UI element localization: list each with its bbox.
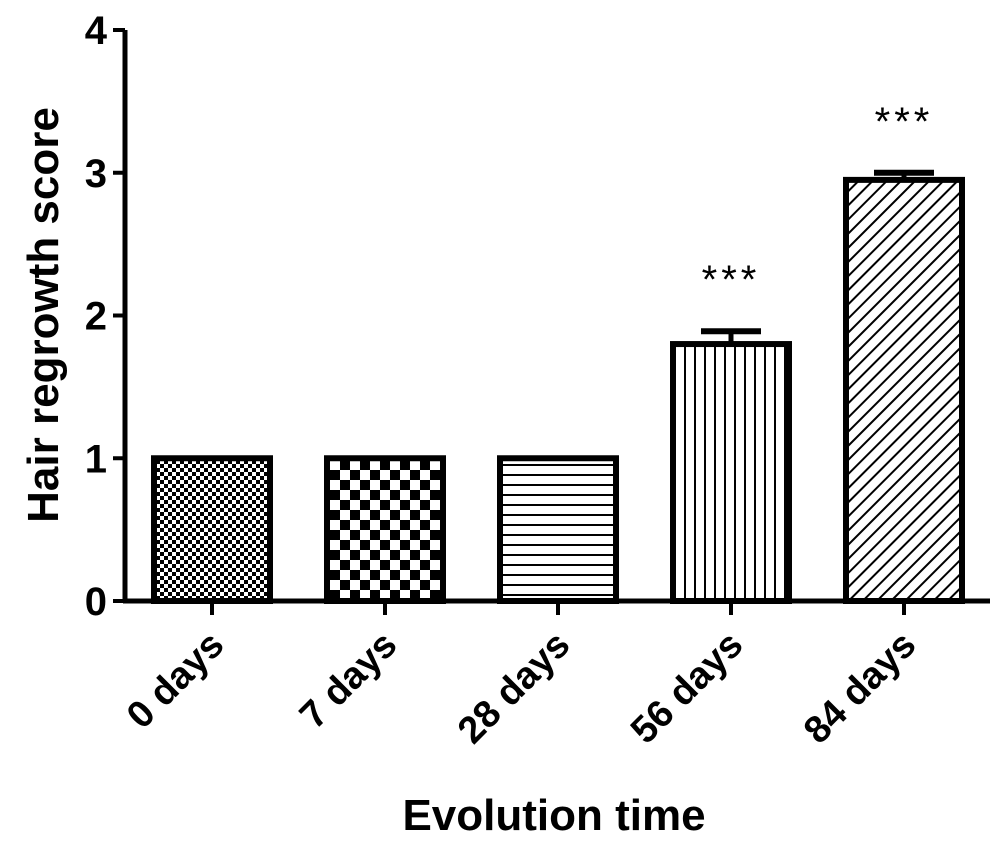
x-tick-label: 84 days xyxy=(796,624,924,752)
y-ticks: 0 1 2 3 4 xyxy=(85,9,125,624)
y-tick-label: 3 xyxy=(85,152,107,196)
x-axis-title: Evolution time xyxy=(402,791,705,840)
x-tick-label: 0 days xyxy=(119,624,232,737)
y-tick-label: 4 xyxy=(85,9,108,53)
bar xyxy=(324,455,446,604)
error-bars-layer xyxy=(701,169,934,345)
y-axis-title: Hair regrowth score xyxy=(19,107,68,523)
bar xyxy=(151,455,273,604)
bars-layer xyxy=(151,176,965,604)
y-tick-label: 1 xyxy=(85,437,107,481)
significance-label: *** xyxy=(702,258,761,302)
y-tick-label: 2 xyxy=(85,295,107,339)
y-tick-label: 0 xyxy=(85,580,107,624)
bar xyxy=(497,455,619,604)
significance-label: *** xyxy=(875,100,934,144)
x-ticks: 0 days 7 days 28 days 56 days 84 days xyxy=(119,601,924,752)
x-tick-label: 7 days xyxy=(292,624,405,737)
bar xyxy=(843,176,965,604)
x-tick-label: 28 days xyxy=(450,624,578,752)
annotations-layer: *** *** xyxy=(702,100,934,302)
bar xyxy=(670,341,792,604)
x-tick-label: 56 days xyxy=(623,624,751,752)
